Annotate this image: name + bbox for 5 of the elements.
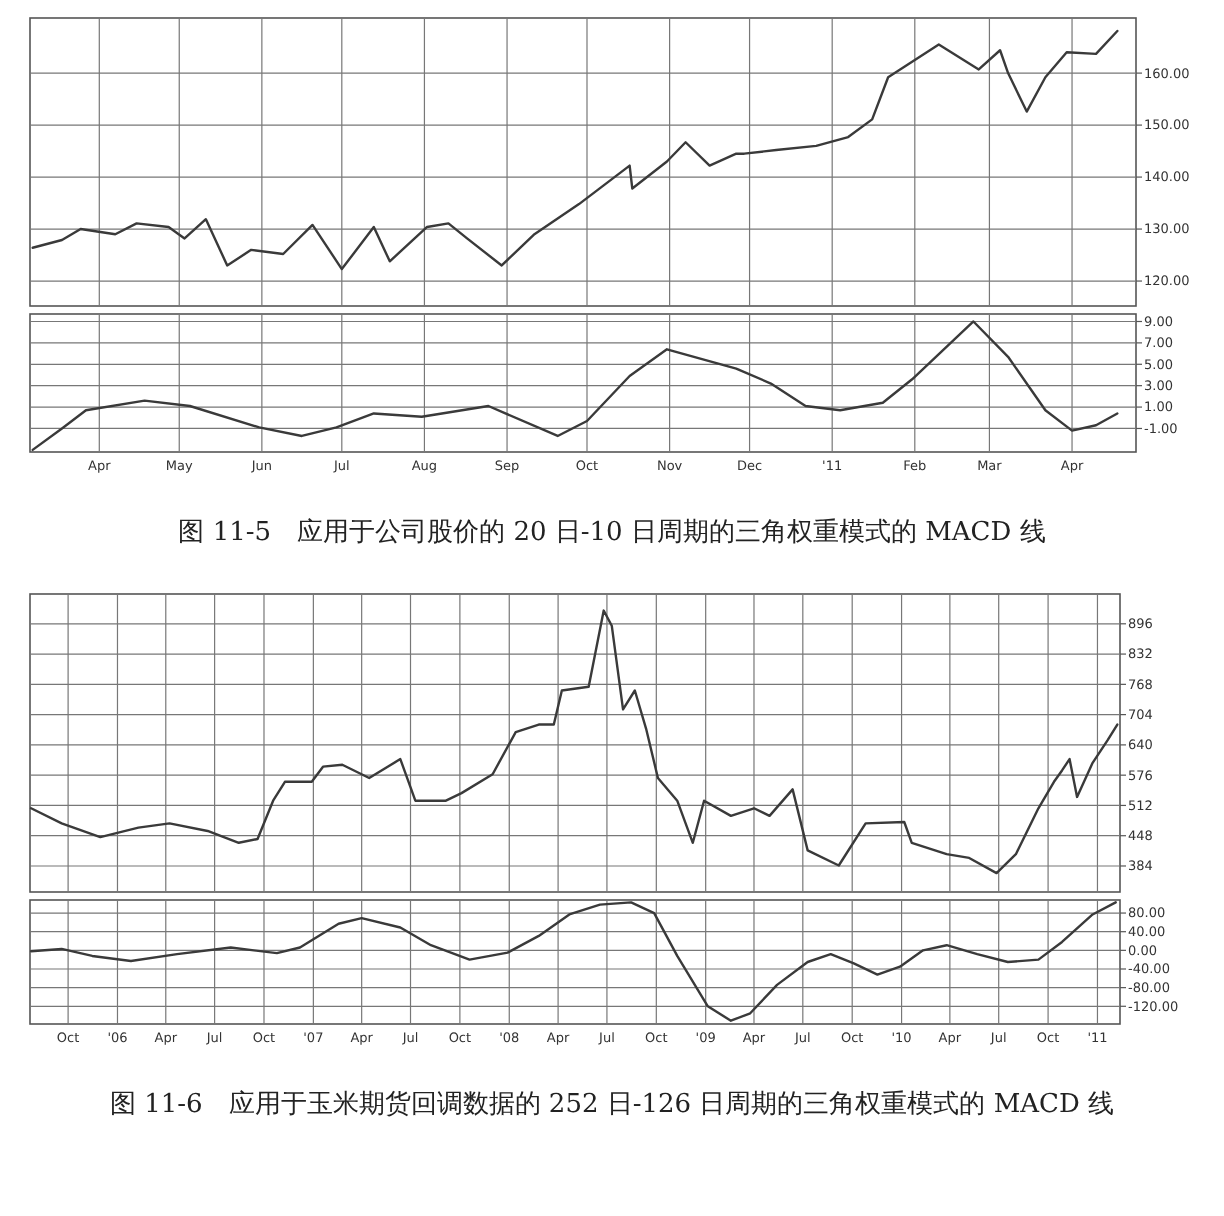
line-series xyxy=(31,29,1119,271)
line-series xyxy=(31,320,1119,452)
caption: 图 11-6 应用于玉米期货回调数据的 252 日-126 日周期的三角权重模式的 MACD 线 xyxy=(109,1088,1115,1120)
caption: 图 11-5 应用于公司股价的 20 日-10 日周期的三角权重模式的 MACD 线 xyxy=(178,516,1046,548)
line-series xyxy=(29,609,1119,875)
